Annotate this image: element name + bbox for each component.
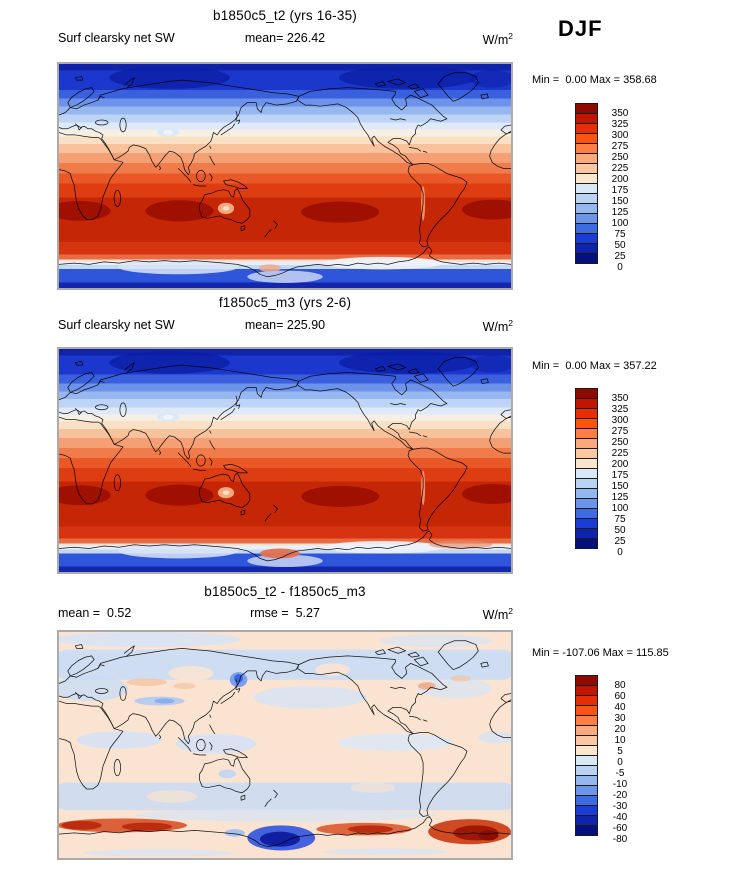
colorbar-tick-label: 0	[617, 757, 623, 768]
colorbar-tick-label: 350	[611, 393, 629, 404]
colorbar-tick-label: 20	[614, 724, 626, 735]
panel1-stat-row: Surf clearsky net SW mean= 226.42 W/m2	[57, 31, 513, 47]
colorbar-tick-label: -60	[612, 823, 628, 834]
colorbar-tick-label: 30	[614, 713, 626, 724]
colorbar-tick-label: 225	[611, 448, 629, 459]
colorbar-cell	[575, 825, 598, 836]
panel2-map-canvas	[59, 349, 511, 572]
panel3-map	[57, 630, 513, 860]
colorbar-tick-label: 80	[614, 680, 626, 691]
colorbar-tick-label: 150	[611, 481, 629, 492]
colorbar-tick-label: 175	[611, 470, 629, 481]
colorbar-tick-label: -5	[615, 768, 625, 779]
colorbar-tick-label: 75	[614, 229, 626, 240]
colorbar-tick-label: -80	[612, 834, 628, 845]
colorbar-tick-label: -30	[612, 801, 628, 812]
panel1-minmax-label: Min = 0.00 Max = 358.68	[532, 74, 657, 86]
colorbar-tick-label: 200	[611, 174, 629, 185]
colorbar-tick-label: 60	[614, 691, 626, 702]
panel3-map-canvas	[59, 632, 511, 858]
colorbar-tick-label: 125	[611, 207, 629, 218]
colorbar-tick-label: -40	[612, 812, 628, 823]
colorbar-tick-label: 40	[614, 702, 626, 713]
colorbar-tick-label: 325	[611, 119, 629, 130]
panel2-title: f1850c5_m3 (yrs 2-6)	[218, 295, 352, 310]
colorbar-tick-label: 200	[611, 459, 629, 470]
panel2-map	[57, 347, 513, 574]
colorbar-tick-label: 250	[611, 437, 629, 448]
colorbar-tick-label: 10	[614, 735, 626, 746]
panel1-map-canvas	[59, 64, 511, 288]
season-label: DJF	[558, 16, 603, 41]
panel2-variable-label: Surf clearsky net SW	[58, 318, 175, 332]
colorbar-tick-label: 0	[617, 262, 623, 273]
colorbar-tick-label: 275	[611, 141, 629, 152]
colorbar-tick-label: 25	[614, 251, 626, 262]
panel2-minmax-label: Min = 0.00 Max = 357.22	[532, 360, 657, 372]
colorbar-tick-label: 300	[611, 130, 629, 141]
panel2-units-label: W/m2	[482, 318, 513, 335]
colorbar-tick-label: 100	[611, 218, 629, 229]
colorbar-tick-label: 0	[617, 547, 623, 558]
colorbar-tick-label: 100	[611, 503, 629, 514]
panel3-stat-row: mean = 0.52 rmse = 5.27 W/m2	[57, 606, 513, 622]
colorbar-tick-label: 350	[611, 108, 629, 119]
panel3-units-label: W/m2	[482, 606, 513, 623]
colorbar-tick-label: 175	[611, 185, 629, 196]
colorbar-tick-label: 300	[611, 415, 629, 426]
panel1-title: b1850c5_t2 (yrs 16-35)	[213, 8, 357, 23]
colorbar-tick-label: 225	[611, 163, 629, 174]
colorbar-cell	[575, 253, 598, 264]
colorbar-tick-label: 5	[617, 746, 623, 757]
colorbar-tick-label: 150	[611, 196, 629, 207]
panel1-map	[57, 62, 513, 290]
panel1-units-label: W/m2	[482, 31, 513, 48]
colorbar-tick-label: 25	[614, 536, 626, 547]
colorbar-tick-label: 125	[611, 492, 629, 503]
panel3-minmax-label: Min = -107.06 Max = 115.85	[532, 647, 669, 659]
panel2-mean-label: mean= 225.90	[244, 318, 326, 332]
colorbar-tick-label: 75	[614, 514, 626, 525]
panel3-colorbar: 80 60 40 30 20 10 5 0 -5 -10 -20 -30 -40 -60 -80	[575, 675, 627, 851]
colorbar-tick-label: -20	[612, 790, 628, 801]
colorbar-tick-label: 250	[611, 152, 629, 163]
panel2-stat-row: Surf clearsky net SW mean= 225.90 W/m2	[57, 318, 513, 334]
colorbar-cell	[575, 538, 598, 549]
panel1-mean-label: mean= 226.42	[244, 31, 326, 45]
colorbar-tick-label: 50	[614, 240, 626, 251]
panel2-colorbar: 350 325 300 275 250 225 200 175 150 125 100 75 50 25 0	[575, 388, 628, 564]
colorbar-tick-label: 50	[614, 525, 626, 536]
panel3-title: b1850c5_t2 - f1850c5_m3	[204, 584, 366, 599]
colorbar-tick-label: 325	[611, 404, 629, 415]
panel3-rmse-label: rmse = 5.27	[250, 606, 320, 620]
panel1-colorbar: 350 325 300 275 250 225 200 175 150 125 100 75 50 25 0	[575, 103, 628, 279]
panel1-variable-label: Surf clearsky net SW	[58, 31, 175, 45]
panel3-mean-label: mean = 0.52	[58, 606, 132, 620]
colorbar-tick-label: 275	[611, 426, 629, 437]
colorbar-tick-label: -10	[612, 779, 628, 790]
